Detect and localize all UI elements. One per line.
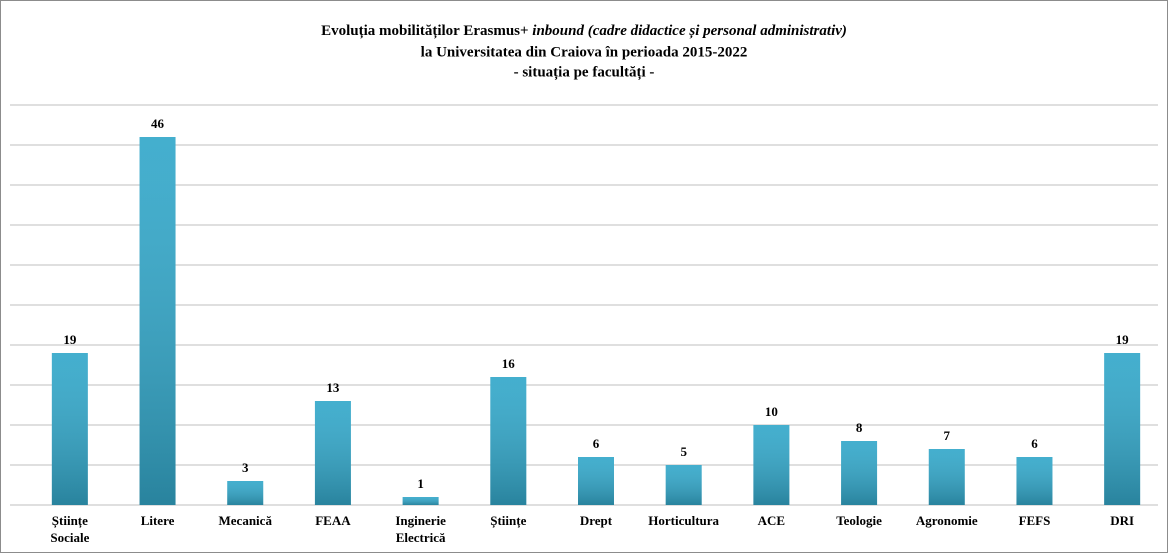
value-label: 13 [326,380,340,395]
bar-shade [665,465,702,505]
bar-shade [314,401,351,505]
bar-shade [402,497,439,505]
bar-shade [51,353,88,505]
x-tick-label: Litere [141,513,175,528]
x-tick-label: Agronomie [916,513,978,528]
title-part: Evoluția mobilităților Erasmus+ [321,23,528,39]
value-label: 6 [1031,436,1038,451]
bar-shade [139,137,176,505]
x-tick-label: Horticultura [648,513,719,528]
value-label: 5 [680,444,687,459]
value-label: 8 [856,420,863,435]
x-tick-label: Mecanică [219,513,273,528]
x-tick-label: Teologie [836,513,882,528]
value-label: 10 [765,404,778,419]
bar-shade [1104,353,1141,505]
value-label: 3 [242,460,249,475]
bar-shade [490,377,527,505]
bar-shade [578,457,614,505]
value-label: 46 [151,116,165,131]
x-tick-label: DRI [1110,513,1134,528]
chart-title: la Universitatea din Craiova în perioada… [421,44,748,60]
value-label: 6 [593,436,600,451]
x-tick-label: Științe Sociale [50,513,89,545]
value-label: 19 [63,332,77,347]
x-tick-label: FEAA [315,513,351,528]
value-label: 16 [502,356,516,371]
bar-shade [841,441,878,505]
x-tick-label: Inginerie Electrică [395,513,446,545]
chart-subtitle: - situația pe facultăți - [514,64,655,80]
chart-title: Evoluția mobilităților Erasmus+ inbound … [321,23,847,39]
x-tick-label: ACE [758,513,785,528]
title-part: inbound (cadre didactice și personal adm… [532,23,847,39]
x-tick-label: Drept [580,513,613,528]
value-label: 7 [944,428,951,443]
bar-shade [1016,457,1053,505]
value-label: 1 [417,476,424,491]
x-tick-label: Științe [490,513,526,529]
bar-shade [928,449,965,505]
value-label: 19 [1116,332,1130,347]
bar-shade [753,425,790,505]
bar-shade [227,481,264,505]
x-tick-label: FEFS [1019,513,1051,528]
